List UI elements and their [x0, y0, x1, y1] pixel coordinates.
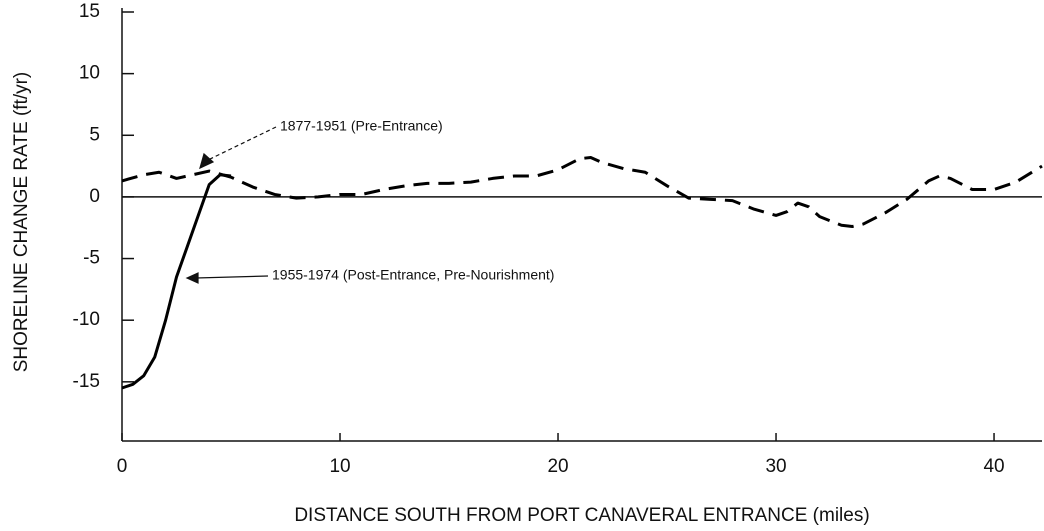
y-tick-label: 5 [89, 124, 100, 145]
y-tick-label: 10 [79, 63, 100, 84]
arrow-head [185, 272, 199, 284]
x-tick-label: 40 [983, 456, 1004, 477]
x-axis-label: DISTANCE SOUTH FROM PORT CANAVERAL ENTRA… [294, 505, 869, 526]
annotation: 1877-1951 (Pre-Entrance) [280, 118, 443, 134]
x-tick-label: 20 [547, 456, 568, 477]
series-line [121, 173, 232, 390]
x-tick-label: 0 [117, 456, 128, 477]
series-line [121, 155, 1043, 228]
arrow-line [207, 126, 277, 161]
arrow-line [195, 275, 269, 279]
y-tick-label: 15 [79, 1, 100, 22]
y-tick-label: -15 [73, 371, 100, 392]
arrow-head [199, 152, 215, 170]
x-tick-label: 10 [329, 456, 350, 477]
y-tick-label: -5 [83, 248, 100, 269]
y-tick-label: -10 [73, 309, 100, 330]
annotation: 1955-1974 (Post-Entrance, Pre-Nourishmen… [272, 267, 554, 283]
y-tick-label: 0 [89, 186, 100, 207]
arrows [185, 126, 277, 284]
x-tick-label: 30 [765, 456, 786, 477]
y-axis-label: SHORELINE CHANGE RATE (ft/yr) [11, 72, 32, 373]
